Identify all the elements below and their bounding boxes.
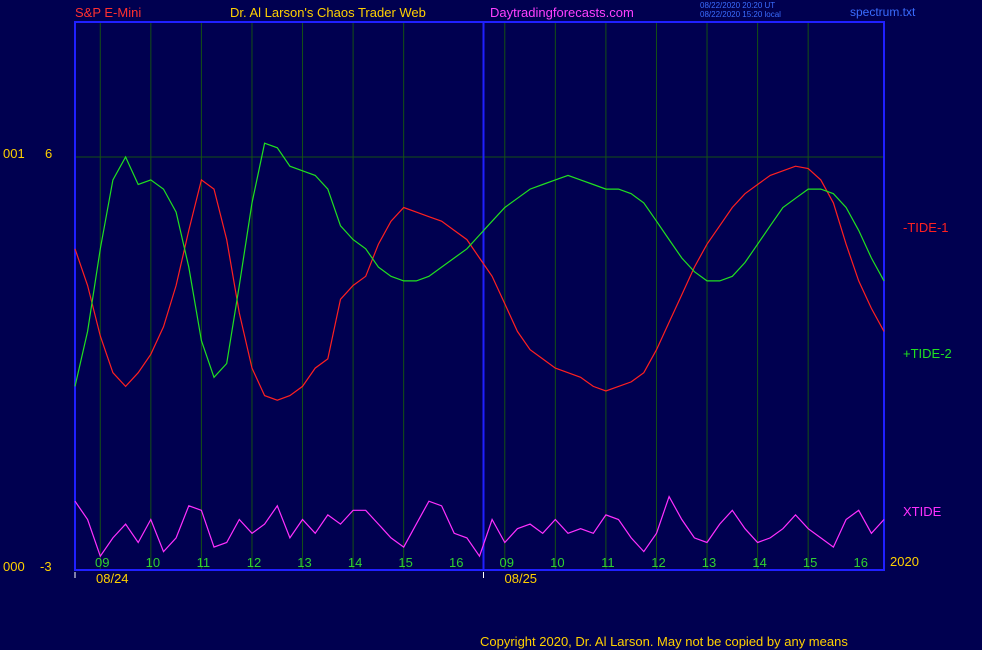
y-bottom-prefix: 000 xyxy=(3,559,25,574)
x-tick-label: 14 xyxy=(752,555,766,570)
tide2-label: +TIDE-2 xyxy=(903,346,952,361)
x-tick-label: 15 xyxy=(803,555,817,570)
x-tick-label: 10 xyxy=(550,555,564,570)
x-tick-label: 11 xyxy=(197,555,211,570)
series-line-tide-2 xyxy=(74,142,885,387)
x-tick-label: 12 xyxy=(651,555,665,570)
chart-title: Dr. Al Larson's Chaos Trader Web xyxy=(230,5,426,20)
x-tick-label: 13 xyxy=(702,555,716,570)
x-tick-label: 12 xyxy=(247,555,261,570)
x-date-label: 08/25 xyxy=(505,571,538,586)
timestamp-ut: 08/22/2020 20:20 UT xyxy=(700,1,776,10)
file-name: spectrum.txt xyxy=(850,5,916,19)
year-label: 2020 xyxy=(890,554,919,569)
y-top-label: 6 xyxy=(45,146,53,161)
copyright-footer: Copyright 2020, Dr. Al Larson. May not b… xyxy=(480,634,848,649)
series-line-tide-1 xyxy=(74,165,885,401)
x-date-label: 08/24 xyxy=(96,571,129,586)
y-top-prefix: 001 xyxy=(3,146,25,161)
symbol-title: S&P E-Mini xyxy=(75,5,142,20)
x-tick-label: 16 xyxy=(853,555,867,570)
site-link[interactable]: Daytradingforecasts.com xyxy=(490,5,634,20)
plot-frame xyxy=(74,21,885,571)
x-tick-label: 14 xyxy=(348,555,362,570)
xtide-label: XTIDE xyxy=(903,504,942,519)
timestamp-local: 08/22/2020 15:20 local xyxy=(700,10,781,19)
x-tick-label: 15 xyxy=(398,555,412,570)
x-tick-label: 10 xyxy=(146,555,160,570)
tide1-label: -TIDE-1 xyxy=(903,220,949,235)
x-tick-label: 11 xyxy=(601,555,615,570)
x-tick-label: 16 xyxy=(449,555,463,570)
y-bottom-label: -3 xyxy=(40,559,52,574)
x-tick-label: 13 xyxy=(297,555,311,570)
x-tick-label: 09 xyxy=(95,555,109,570)
series-line-xtide xyxy=(74,495,885,558)
x-tick-label: 09 xyxy=(500,555,514,570)
